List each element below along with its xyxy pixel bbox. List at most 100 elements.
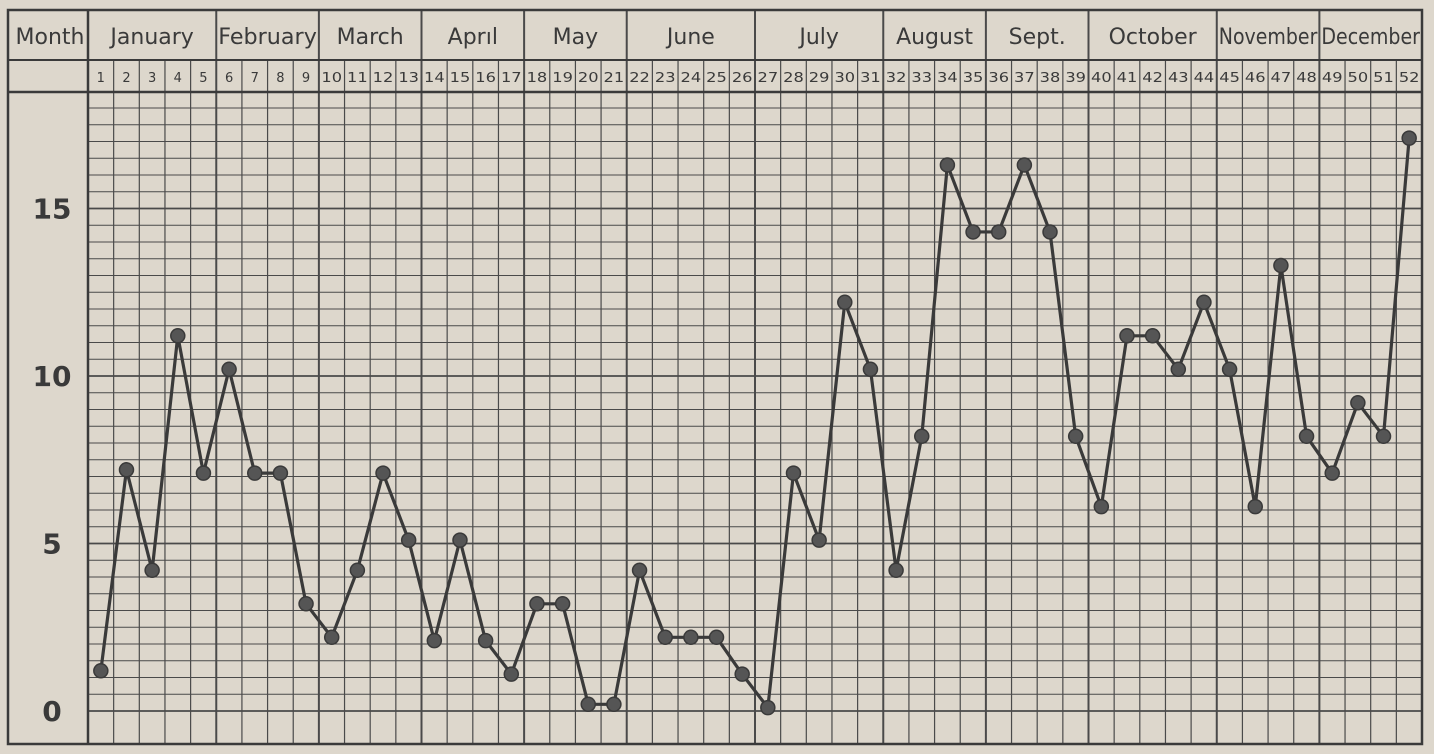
data-point [888,562,904,579]
data-point [1401,130,1417,146]
month-label: December [1321,25,1420,50]
week-label: 4 [174,71,182,86]
week-label: 51 [1373,71,1394,86]
week-label: 17 [501,71,522,86]
week-label: 16 [475,71,496,86]
week-label: 46 [1245,71,1266,86]
week-label: 6 [225,71,233,86]
month-label: November [1219,25,1318,50]
week-label: 37 [1014,71,1035,86]
week-label: 47 [1271,71,1292,86]
data-point [914,428,930,445]
week-label: 20 [578,71,599,86]
data-point [1350,395,1366,411]
data-point [349,562,366,579]
data-point [400,532,417,548]
data-point [375,465,391,481]
data-point [606,696,622,713]
week-label: 31 [860,71,881,86]
data-point [1324,465,1340,481]
chart-header: Month January February March Aprıl May June Ju… [16,25,1421,86]
data-point [785,465,802,481]
y-tick-label: 15 [33,193,72,226]
week-label: 3 [148,71,156,86]
data-point [323,629,340,646]
y-tick-label: 5 [42,528,61,561]
data-point [1221,361,1238,378]
week-label: 5 [199,71,207,86]
data-point [1093,498,1110,515]
month-label: August [896,25,973,50]
month-label: October [1109,25,1198,50]
chart-frame [6,8,1424,746]
month-label: June [665,25,715,50]
week-label: 39 [1065,71,1086,86]
data-point [195,465,212,481]
data-point [760,699,776,716]
data-point [1144,328,1161,344]
data-point [503,666,520,682]
data-point [631,562,648,579]
series-line [93,130,1417,716]
month-label: Sept. [1009,25,1066,50]
week-label: 19 [552,71,573,86]
data-point [118,462,135,478]
week-label: 30 [834,71,855,86]
data-point [272,465,289,481]
week-label: 43 [1168,71,1189,86]
data-point [221,361,237,378]
week-label: 25 [706,71,727,86]
week-label: 50 [1348,71,1369,86]
week-label: 11 [347,71,368,86]
data-point [452,532,468,548]
week-label: 35 [963,71,984,86]
week-label: 10 [321,71,342,86]
week-label: 13 [398,71,419,86]
week-label: 15 [450,71,471,86]
data-point [1247,498,1263,515]
data-point [554,596,571,612]
week-label: 8 [276,71,284,86]
week-label: 14 [424,71,445,86]
week-label: 7 [251,71,259,86]
week-label: 24 [681,71,702,86]
week-label: 27 [758,71,779,86]
month-label: January [108,25,193,50]
week-label: 9 [302,71,310,86]
data-point [1016,157,1033,173]
month-label: Aprıl [448,25,498,50]
week-label: 36 [988,71,1009,86]
grid [6,8,1424,746]
data-point [247,465,263,481]
data-point [734,666,750,682]
week-label: 2 [122,71,130,86]
data-point [93,663,109,679]
data-point [1119,328,1135,344]
week-label: 42 [1142,71,1163,86]
week-label: 26 [732,71,753,86]
data-point [170,328,186,344]
data-point [708,629,725,646]
data-point [965,224,981,240]
week-label: 22 [629,71,650,86]
week-label: 32 [886,71,907,86]
data-point [1067,428,1084,445]
month-label: May [553,25,598,50]
data-point [426,632,443,649]
week-label: 48 [1296,71,1317,86]
week-label: 34 [937,71,958,86]
header-label: Month [16,25,85,50]
month-label: July [797,25,839,50]
week-label: 1 [97,71,105,86]
week-label: 41 [1117,71,1138,86]
data-point [1196,294,1212,311]
y-axis: 0 5 10 15 [33,193,72,729]
data-point [1042,224,1058,240]
data-point [657,629,673,646]
week-label: 40 [1091,71,1112,86]
data-point [1298,428,1315,445]
week-label: 49 [1322,71,1343,86]
y-tick-label: 0 [42,695,61,728]
week-label: 45 [1219,71,1240,86]
